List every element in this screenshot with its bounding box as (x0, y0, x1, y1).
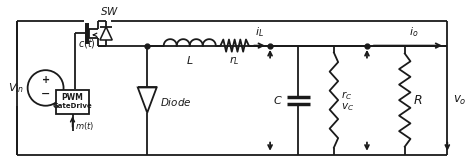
Text: GateDrive: GateDrive (53, 103, 92, 109)
Polygon shape (138, 88, 156, 113)
Text: $C$: $C$ (273, 94, 283, 106)
Text: $v_o$: $v_o$ (453, 94, 466, 107)
Text: $L$: $L$ (186, 54, 193, 66)
Text: $V_{in}$: $V_{in}$ (8, 81, 24, 95)
Text: $R$: $R$ (413, 94, 423, 107)
Text: $i_o$: $i_o$ (410, 25, 419, 39)
Text: $SW$: $SW$ (100, 5, 119, 17)
Text: +: + (42, 75, 50, 85)
Text: $i_L$: $i_L$ (255, 25, 264, 39)
Text: $c(t)$: $c(t)$ (78, 37, 96, 50)
Text: −: − (41, 89, 50, 99)
Text: $m(t)$: $m(t)$ (75, 120, 95, 132)
Text: $Diode$: $Diode$ (160, 97, 192, 108)
Text: $r_L$: $r_L$ (229, 54, 240, 67)
FancyBboxPatch shape (56, 90, 89, 114)
Text: PWM: PWM (62, 93, 83, 102)
Text: $v_C$: $v_C$ (341, 101, 354, 113)
Text: $r_C$: $r_C$ (341, 89, 352, 102)
